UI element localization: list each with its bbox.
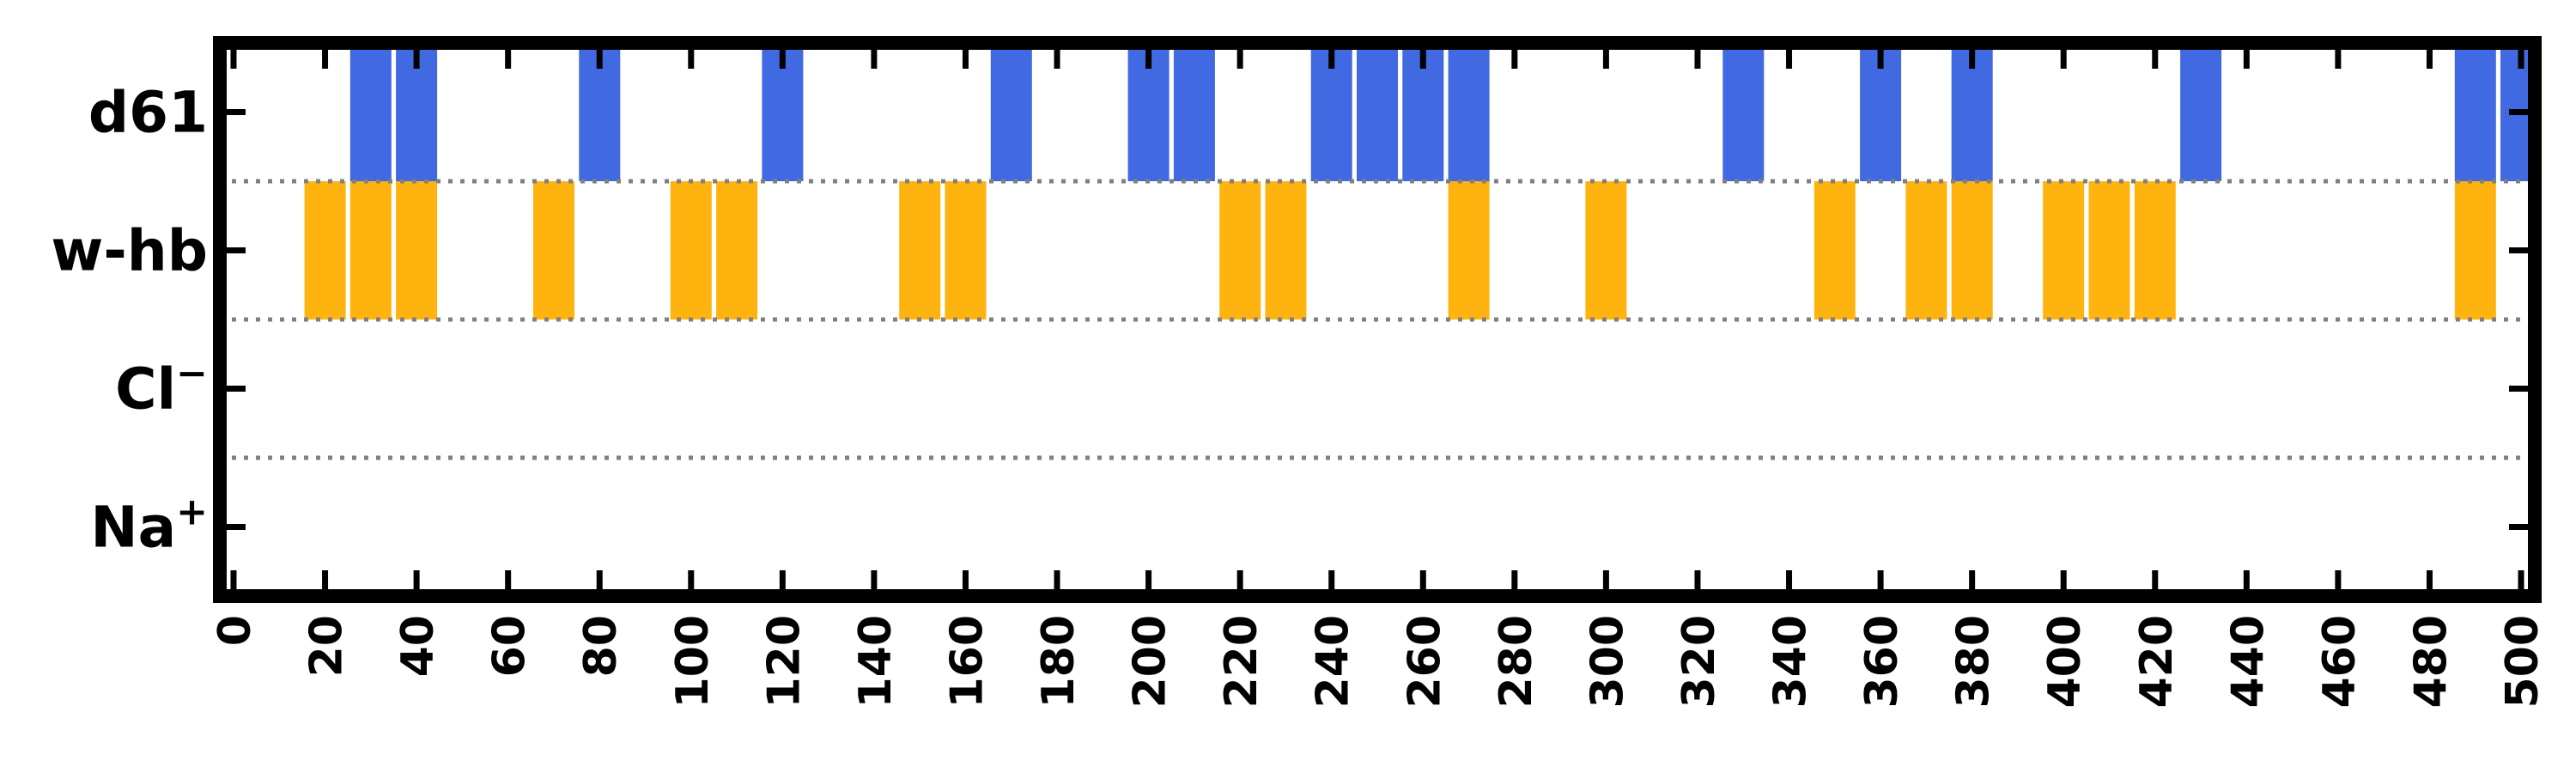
x-tick-label-340: 340: [1765, 615, 1817, 709]
bar-whb-100: [670, 181, 712, 320]
bar-whb-370: [1905, 181, 1947, 320]
x-tick-label-260: 260: [1399, 615, 1450, 709]
bar-whb-420: [2134, 181, 2176, 320]
x-tick-label-480: 480: [2406, 615, 2458, 709]
bar-whb-350: [1814, 181, 1856, 320]
x-tick-label-40: 40: [392, 615, 444, 677]
x-tick-label-460: 460: [2314, 615, 2366, 709]
bar-whb-30: [349, 181, 392, 320]
bar-d61-490: [2454, 43, 2496, 181]
x-tick-label-320: 320: [1674, 615, 1725, 709]
x-tick-label-180: 180: [1033, 615, 1084, 709]
bar-whb-270: [1448, 181, 1490, 320]
x-tick-label-60: 60: [484, 615, 536, 677]
x-tick-label-400: 400: [2039, 615, 2091, 709]
row-label-cl: Cl−: [115, 352, 208, 423]
bar-whb-40: [396, 181, 438, 320]
bar-whb-230: [1265, 181, 1307, 320]
x-tick-labels: 0 20 40 60 80 100 120 140 160 180 200 220 240 260 280 3…: [210, 615, 2549, 709]
bar-whb-400: [2043, 181, 2085, 320]
x-tick-label-300: 300: [1582, 615, 1633, 709]
x-tick-label-240: 240: [1308, 615, 1359, 709]
bar-d61-330: [1722, 43, 1765, 181]
row-label-whb: w-hb: [51, 218, 208, 284]
x-tick-label-220: 220: [1216, 615, 1267, 709]
bar-d61-250: [1357, 43, 1398, 181]
row-separators: [220, 179, 2535, 460]
bar-whb-410: [2088, 181, 2130, 320]
x-tick-label-420: 420: [2131, 615, 2183, 709]
bar-whb-160: [945, 181, 987, 320]
x-tick-label-360: 360: [1856, 615, 1908, 709]
x-tick-label-440: 440: [2222, 615, 2274, 709]
bar-whb-150: [899, 181, 941, 320]
row-label-na: Na+: [90, 490, 208, 561]
x-tick-label-20: 20: [301, 615, 353, 677]
x-tick-label-280: 280: [1491, 615, 1542, 709]
x-tick-label-80: 80: [575, 615, 627, 677]
bar-whb-380: [1951, 181, 1993, 320]
bar-whb-220: [1219, 181, 1261, 320]
bar-whb-70: [533, 181, 574, 320]
bar-d61-270: [1448, 43, 1490, 181]
plot-frame: [213, 36, 2542, 603]
x-tick-label-380: 380: [1948, 615, 2000, 709]
bar-whb-20: [304, 181, 346, 320]
bar-d61-170: [990, 43, 1032, 181]
x-tick-label-0: 0: [210, 615, 261, 646]
x-tick-label-140: 140: [850, 615, 902, 709]
row-labels: d61 w-hb Cl− Na+: [51, 80, 208, 561]
bar-whb-490: [2454, 181, 2496, 320]
bar-d61-210: [1173, 43, 1215, 181]
x-tick-label-100: 100: [667, 615, 719, 709]
bar-d61-430: [2180, 43, 2222, 181]
row-label-d61: d61: [88, 80, 208, 146]
x-tick-label-120: 120: [758, 615, 810, 709]
x-tick-label-500: 500: [2497, 615, 2549, 709]
x-tick-label-160: 160: [942, 615, 993, 709]
event-bars: [304, 43, 2535, 320]
bar-whb-300: [1585, 181, 1627, 320]
bar-whb-110: [716, 181, 758, 320]
x-tick-label-200: 200: [1125, 615, 1176, 709]
bar-d61-30: [349, 43, 392, 181]
